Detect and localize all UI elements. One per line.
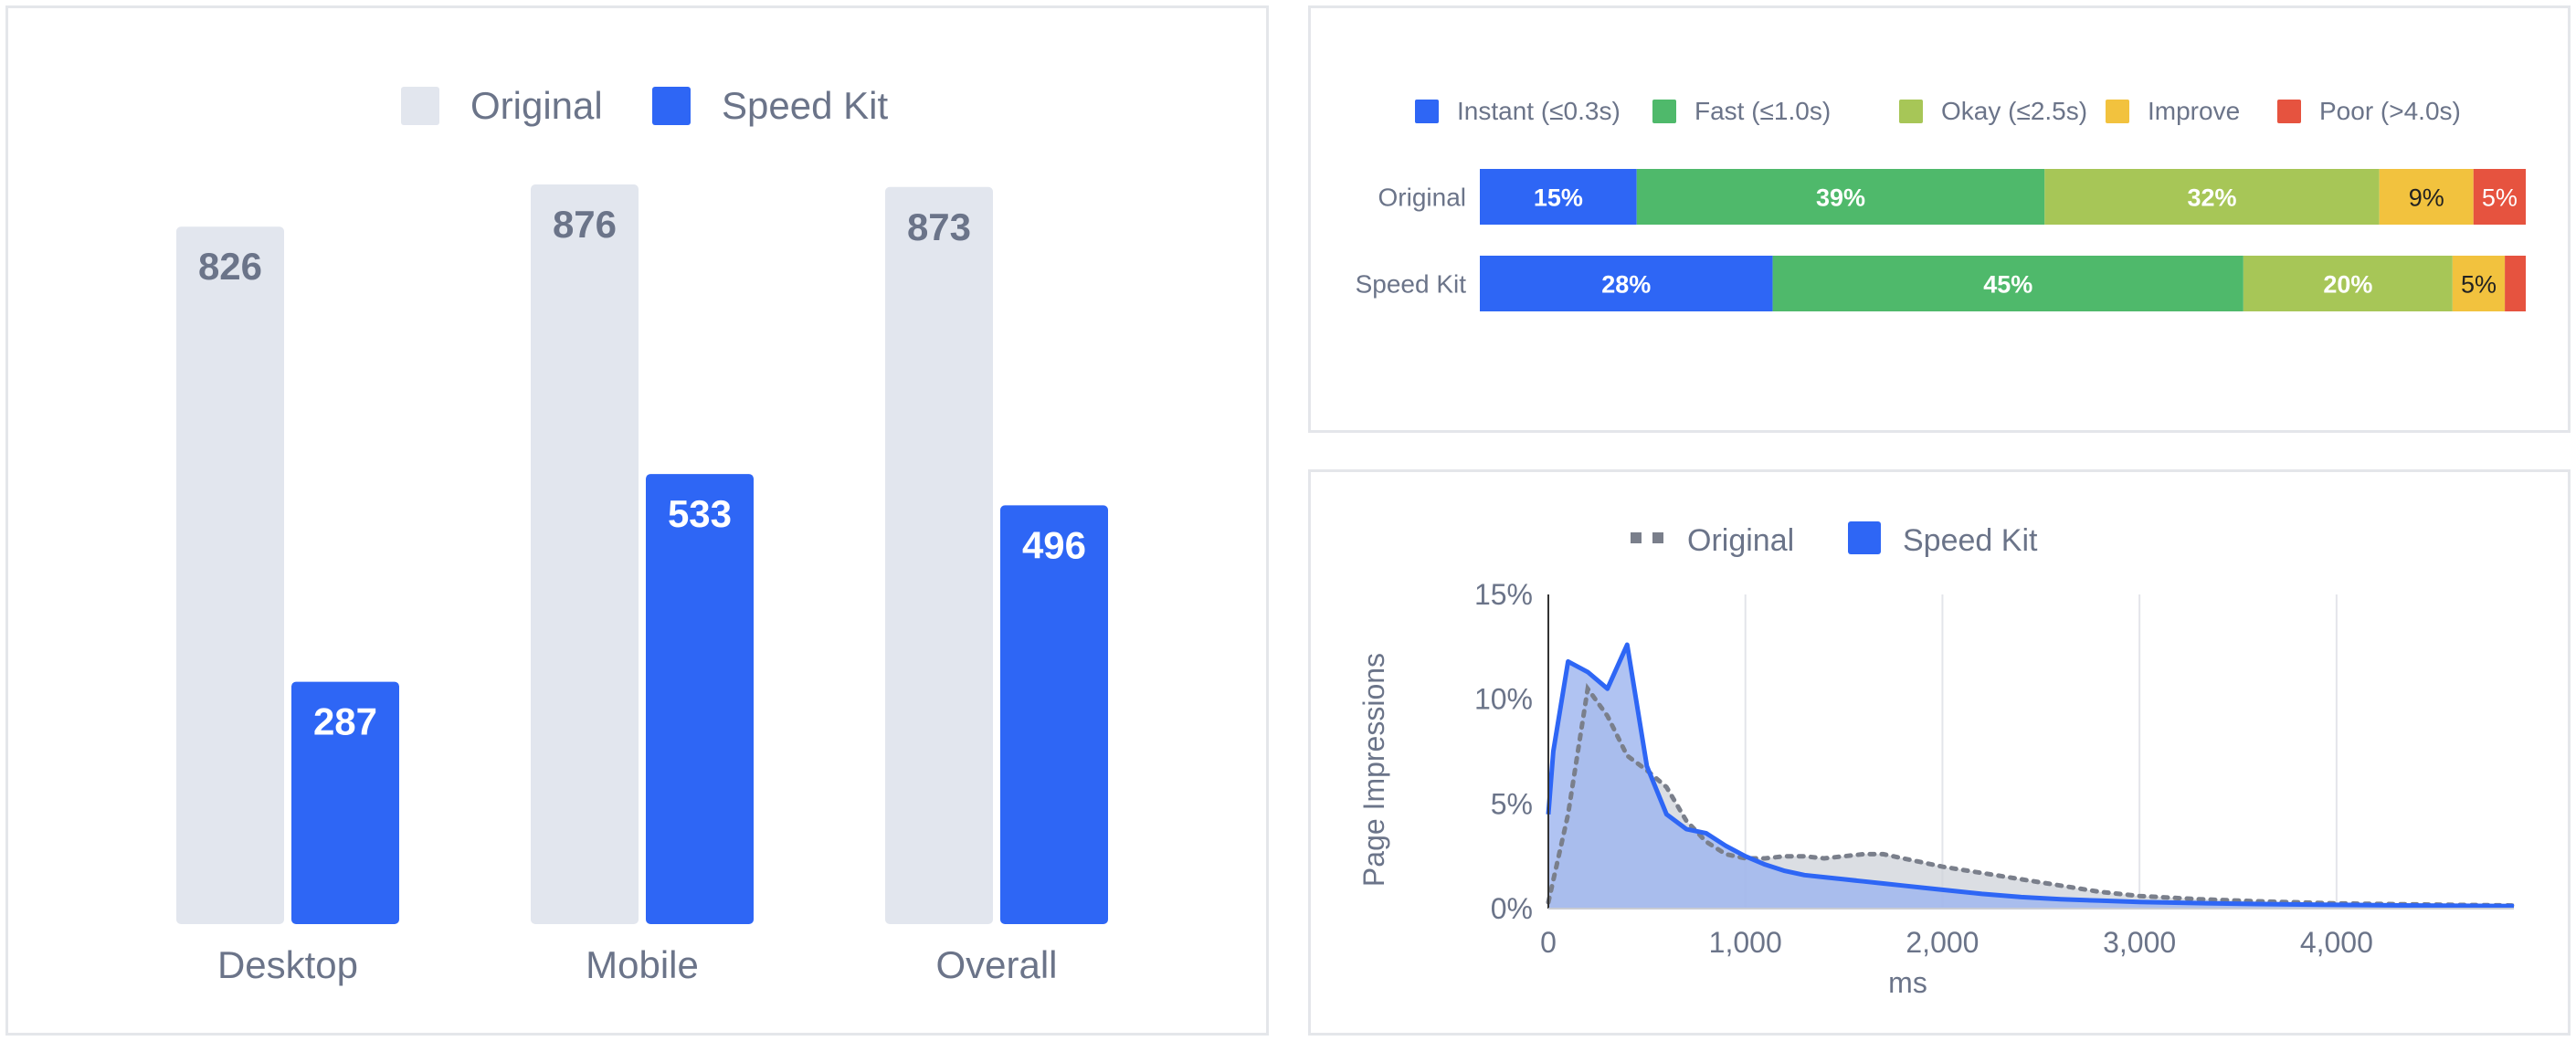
legend-swatch-improve (2106, 100, 2129, 123)
distribution-bar-chart: Instant (≤0.3s) Fast (≤1.0s) Okay (≤2.5s) I… (1308, 5, 2571, 433)
segment-label-original-poor-4-0s: 5% (2482, 184, 2518, 212)
segment-label-original-instant-0-3s: 15% (1534, 184, 1583, 212)
histogram-area-chart-svg: Original Speed Kit 0 1,000 2,000 3,000 4,000 0%… (1357, 521, 2517, 999)
bar-value-original-overall: 873 (907, 205, 971, 248)
y-tick-label-0: 0% (1491, 892, 1533, 925)
segment-speed-kit-okay-2-5s (2243, 256, 2453, 311)
segment-label-speed-kit-fast-1-0s: 45% (1983, 271, 2032, 299)
comparison-bar-chart-svg: Original Speed Kit 826 287 Desktop 876 533 Mobi… (176, 84, 1108, 986)
x-tick-label-4000: 4,000 (2300, 926, 2373, 959)
legend-label-poor-4-0s: Poor (>4.0s) (2319, 97, 2461, 125)
legend-swatch-poor-4-0s (2277, 100, 2301, 123)
bar-original-desktop (176, 226, 284, 924)
row-label-speed-kit: Speed Kit (1356, 270, 1467, 299)
x-axis-label: ms (1888, 966, 1927, 999)
legend-label-original: Original (470, 84, 603, 127)
segment-speed-kit-instant-0-3s (1480, 256, 1773, 311)
bar-speed-kit-desktop (291, 681, 399, 924)
segment-speed-kit-improve (2452, 256, 2506, 311)
legend-label-speed-kit: Speed Kit (1903, 523, 2038, 558)
y-axis-label: Page Impressions (1357, 653, 1390, 887)
y-tick-label-15: 15% (1474, 578, 1533, 611)
category-label-overall: Overall (935, 943, 1057, 986)
bar-value-speed-kit-mobile: 533 (668, 492, 732, 535)
category-label-desktop: Desktop (217, 943, 358, 986)
histogram-area-chart: Original Speed Kit 0 1,000 2,000 3,000 4,000 0%… (1308, 469, 2571, 1036)
legend-label-improve: Improve (2148, 97, 2240, 125)
line-speed-kit (1546, 642, 2515, 909)
distribution-bar-chart-svg: Instant (≤0.3s) Fast (≤1.0s) Okay (≤2.5s) I… (1356, 97, 2526, 311)
bar-value-speed-kit-desktop: 287 (313, 700, 377, 743)
segment-speed-kit-fast-1-0s (1772, 256, 2243, 311)
segment-original-poor-4-0s (2473, 169, 2526, 225)
segment-original-instant-0-3s (1480, 169, 1637, 225)
bar-value-speed-kit-overall: 496 (1022, 523, 1086, 566)
segment-label-speed-kit-instant-0-3s: 28% (1601, 271, 1651, 299)
segment-label-original-fast-1-0s: 39% (1816, 184, 1865, 212)
legend-label-speed-kit: Speed Kit (722, 84, 888, 127)
legend-swatch-original (401, 87, 439, 125)
segment-speed-kit-poor-4-0s (2505, 256, 2526, 311)
legend-label-okay-2-5s: Okay (≤2.5s) (1941, 97, 2087, 125)
x-tick-label-1000: 1,000 (1709, 926, 1782, 959)
bar-original-overall (885, 186, 993, 924)
bar-value-original-desktop: 826 (198, 245, 262, 288)
bar-speed-kit-mobile (646, 474, 754, 924)
legend-swatch-speed-kit (652, 87, 691, 125)
segment-label-original-okay-2-5s: 32% (2187, 184, 2236, 212)
y-tick-label-5: 5% (1491, 787, 1533, 820)
segment-original-improve (2379, 169, 2474, 225)
category-label-mobile: Mobile (586, 943, 699, 986)
segment-label-original-improve: 9% (2409, 184, 2444, 212)
x-tick-label-3000: 3,000 (2103, 926, 2176, 959)
segment-original-okay-2-5s (2044, 169, 2380, 225)
x-tick-label-2000: 2,000 (1906, 926, 1979, 959)
area-speed-kit (1548, 645, 2514, 909)
segment-original-fast-1-0s (1636, 169, 2045, 225)
bar-value-original-mobile: 876 (553, 203, 617, 246)
segment-label-speed-kit-improve: 5% (2461, 271, 2497, 299)
legend-swatch-instant-0-3s (1415, 100, 1439, 123)
legend-label-original: Original (1687, 523, 1794, 558)
legend-swatch-original-dot-1 (1631, 532, 1642, 543)
legend-label-instant-0-3s: Instant (≤0.3s) (1457, 97, 1621, 125)
legend-label-fast-1-0s: Fast (≤1.0s) (1694, 97, 1831, 125)
legend-swatch-original-dot-2 (1652, 532, 1663, 543)
y-tick-label-10: 10% (1474, 683, 1533, 716)
bar-original-mobile (531, 184, 639, 924)
legend-swatch-okay-2-5s (1899, 100, 1923, 123)
row-label-original: Original (1378, 184, 1466, 212)
comparison-bar-chart: Original Speed Kit 826 287 Desktop 876 533 Mobi… (5, 5, 1269, 1036)
x-tick-label-0: 0 (1540, 926, 1557, 959)
segment-label-speed-kit-okay-2-5s: 20% (2323, 271, 2372, 299)
legend-swatch-speed-kit (1848, 521, 1881, 554)
bar-speed-kit-overall (1000, 505, 1108, 924)
legend-swatch-fast-1-0s (1652, 100, 1676, 123)
